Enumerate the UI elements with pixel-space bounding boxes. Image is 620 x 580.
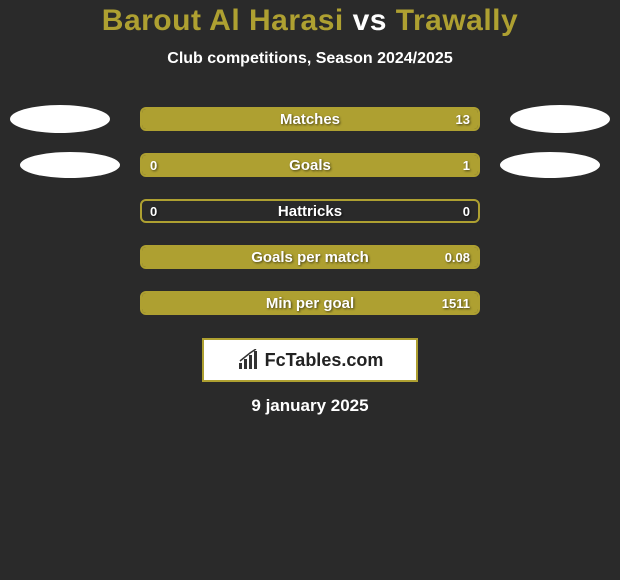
stat-bar: Goals per match0.08 [140,245,480,269]
stat-value-left: 0 [142,155,165,175]
comparison-card: Barout Al Harasi vs Trawally Club compet… [0,0,620,416]
stat-label: Goals per match [142,247,478,267]
stat-bar: Hattricks0 0 [140,199,480,223]
stat-value-right: 0 [455,201,478,221]
stat-row: Matches13 [0,96,620,142]
stat-label: Matches [142,109,478,129]
player-avatar-left [20,152,120,178]
brand-text: FcTables.com [265,350,384,371]
stat-label: Goals [142,155,478,175]
bar-chart-icon [237,349,261,371]
stat-row: Hattricks0 0 [0,188,620,234]
title-vs: vs [353,4,387,37]
stat-label: Hattricks [142,201,478,221]
stat-bar: Matches13 [140,107,480,131]
stat-bar: Min per goal1511 [140,291,480,315]
stat-label: Min per goal [142,293,478,313]
player-avatar-right [510,105,610,133]
player-avatar-left [10,105,110,133]
stat-value-right: 13 [448,109,478,129]
player-avatar-right [500,152,600,178]
stat-row: Goals per match0.08 [0,234,620,280]
brand-badge[interactable]: FcTables.com [202,338,418,382]
stat-bar: Goals0 1 [140,153,480,177]
date-label: 9 january 2025 [0,396,620,416]
stat-value-right: 1 [455,155,478,175]
stat-row: Goals0 1 [0,142,620,188]
title-player1: Barout Al Harasi [102,4,344,37]
title-player2: Trawally [396,4,518,37]
stat-value-right: 0.08 [437,247,478,267]
page-title: Barout Al Harasi vs Trawally [0,4,620,38]
subtitle: Club competitions, Season 2024/2025 [0,50,620,68]
stat-row: Min per goal1511 [0,280,620,326]
stat-value-right: 1511 [434,293,478,313]
stat-value-left: 0 [142,201,165,221]
stats-list: Matches13Goals01Hattricks00Goals per mat… [0,96,620,326]
